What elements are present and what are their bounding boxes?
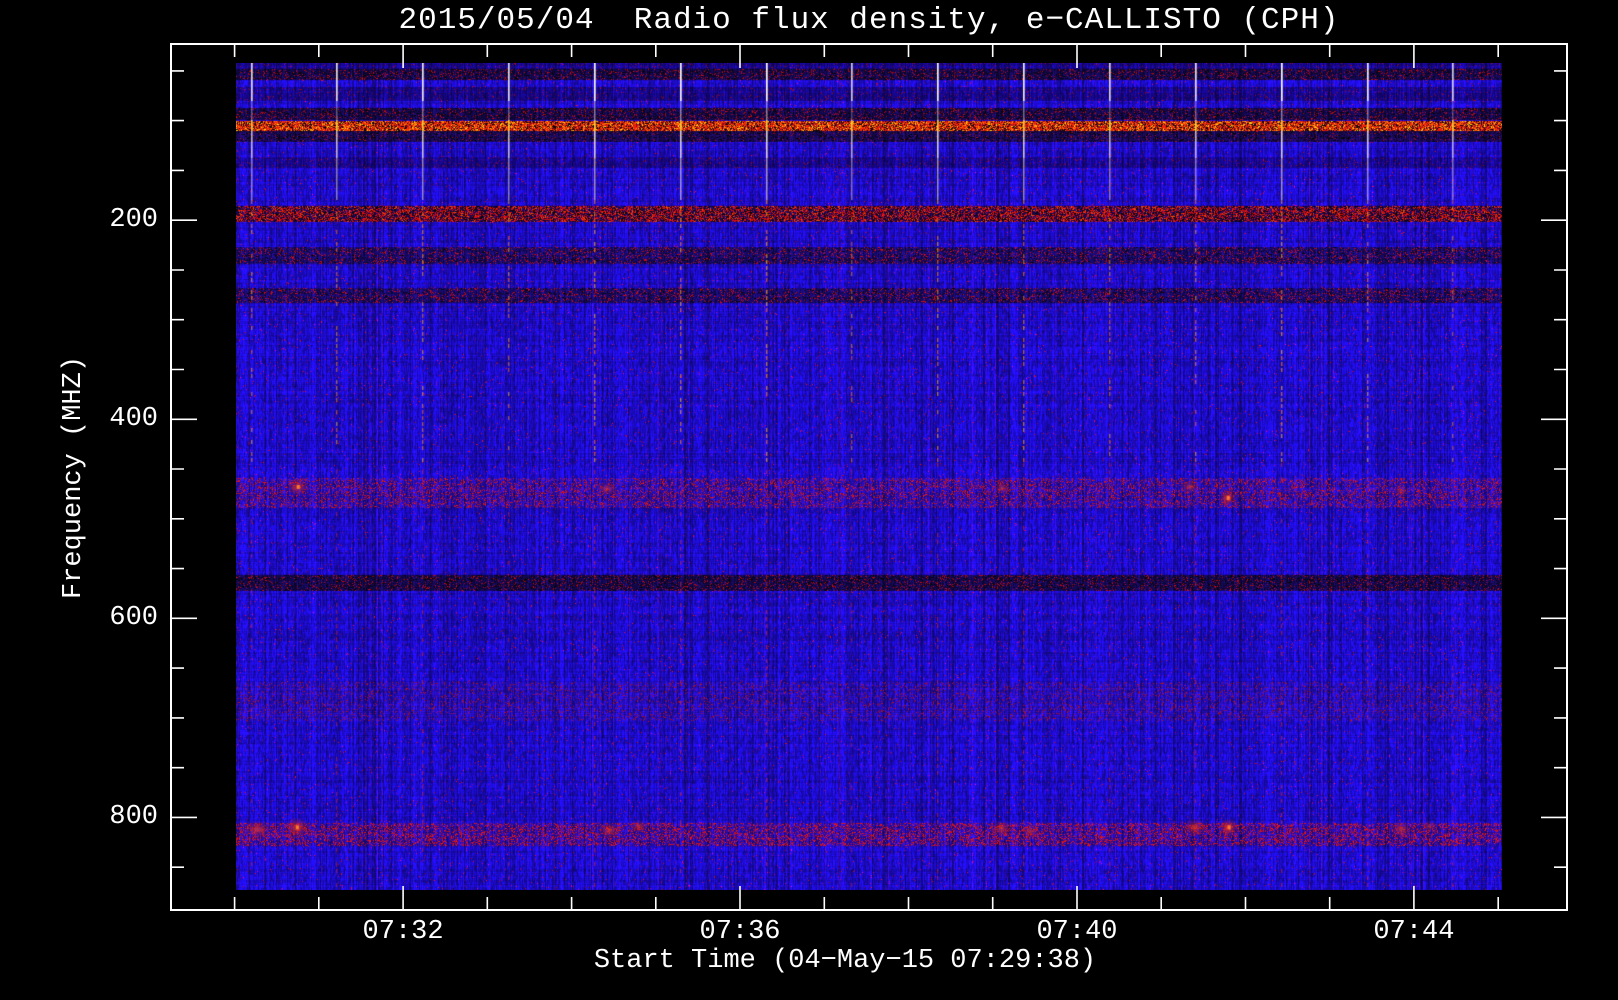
x-axis-label: Start Time (04−May−15 07:29:38): [593, 946, 1097, 976]
x-tick-label: 07:40: [1036, 917, 1118, 947]
x-tick-label: 07:44: [1373, 917, 1455, 947]
spectrogram-canvas: [236, 63, 1502, 890]
y-tick-label: 800: [109, 802, 158, 833]
y-tick-label: 400: [109, 404, 158, 435]
y-tick-label: 600: [109, 603, 158, 634]
y-tick-label: 200: [109, 205, 158, 236]
axis-ticks: [171, 44, 1567, 910]
x-tick-label: 07:32: [362, 917, 444, 947]
plot-frame: [170, 43, 1568, 911]
chart-title: 2015/05/04 Radio flux density, e−CALLIST…: [398, 3, 1340, 38]
x-tick-label: 07:36: [699, 917, 781, 947]
